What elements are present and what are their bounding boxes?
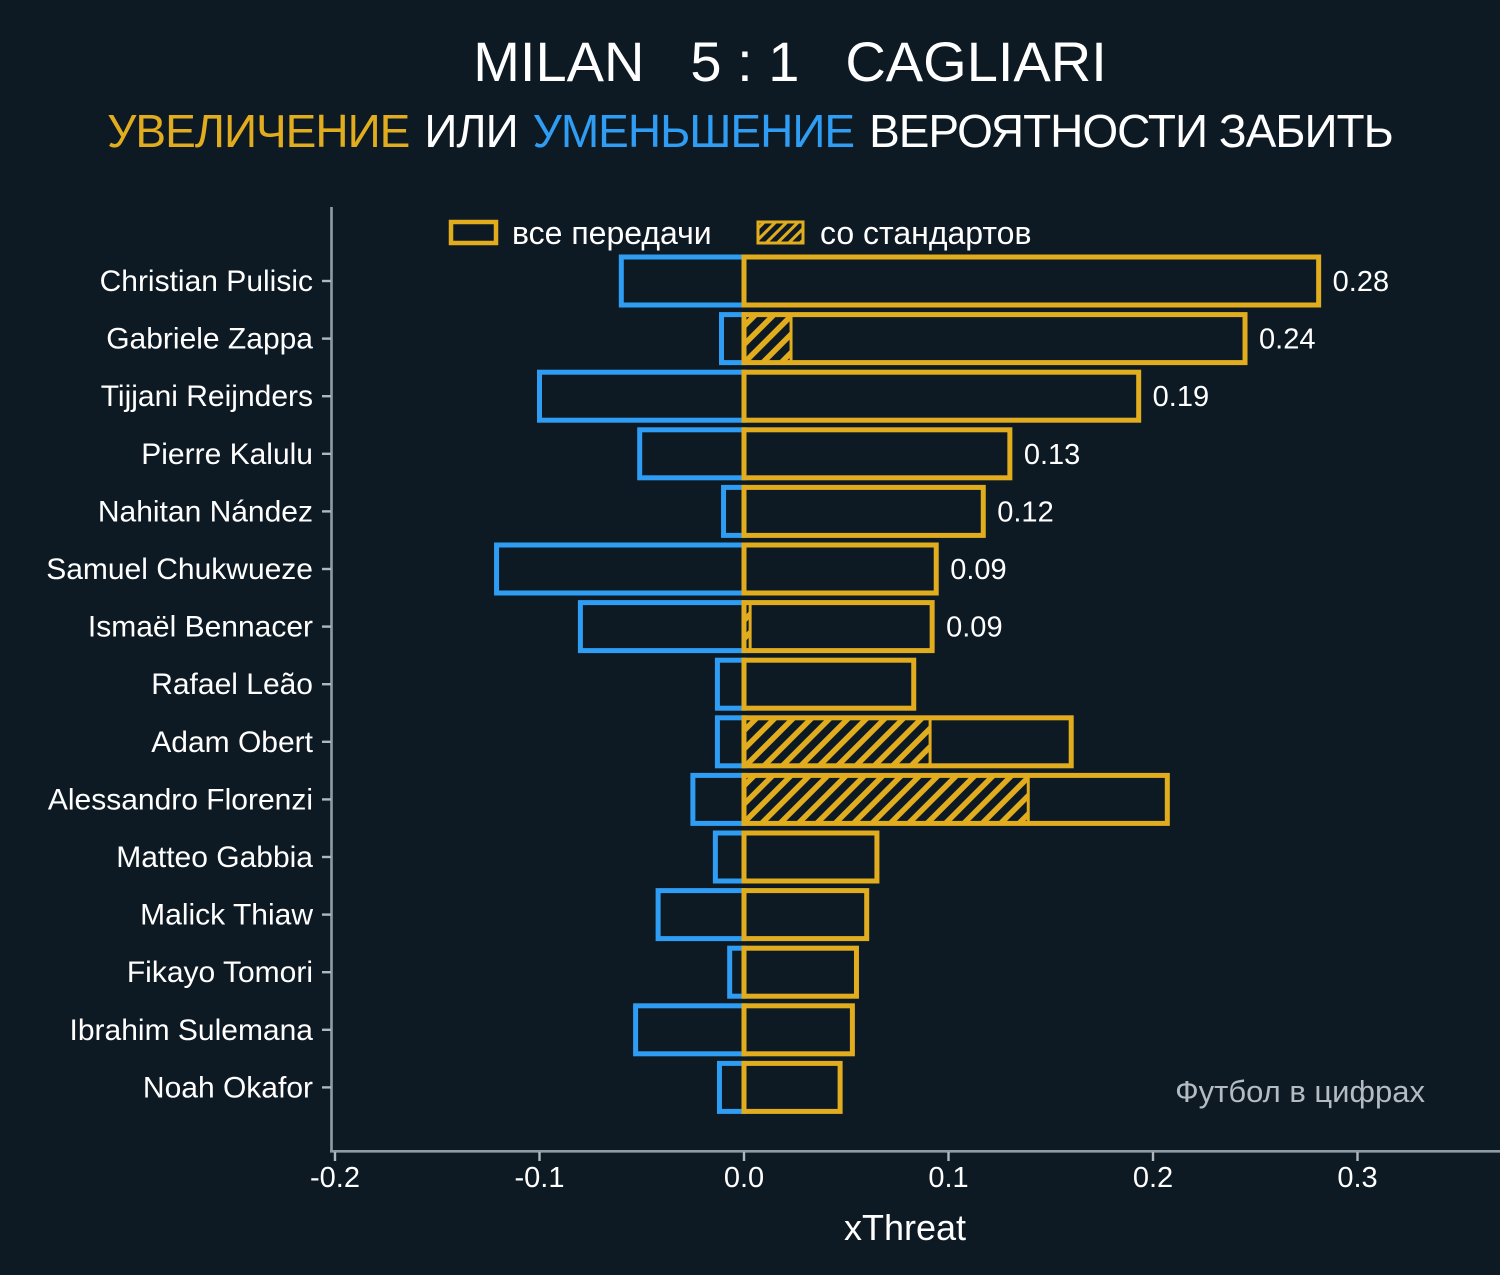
player-label-ismae-l-bennacer: Ismaël Bennacer (88, 611, 313, 644)
home-team: MILAN (473, 30, 645, 93)
x-tick-label: 0.2 (1133, 1162, 1173, 1194)
legend-all-passes-label: все передачи (512, 215, 712, 251)
bar-set-pieces-adam-obert (742, 716, 932, 768)
bar-decrease-alessandro-florenzi (690, 772, 747, 826)
chart-legend: все передачи со стандартов (448, 215, 1031, 251)
value-label-nahitan-na-ndez: 0.12 (997, 496, 1053, 528)
player-label-samuel-chukwueze: Samuel Chukwueze (46, 553, 313, 586)
legend-set-pieces-swatch (756, 220, 805, 245)
player-label-christian-pulisic: Christian Pulisic (100, 265, 313, 298)
value-label-samuel-chukwueze: 0.09 (950, 554, 1006, 586)
x-ticks-layer: -0.2 -0.1 0.0 0.1 0.2 0.3 (310, 1152, 1378, 1194)
away-team: CAGLIARI (845, 30, 1107, 93)
bar-decrease-gabriele-zappa (719, 312, 747, 366)
x-tick-label: 0.1 (928, 1162, 968, 1194)
bar-decrease-pierre-kalulu (637, 427, 747, 481)
x-tick-label: -0.2 (310, 1162, 360, 1194)
watermark: Футбол в цифрах (1175, 1074, 1425, 1109)
value-label-tijjani-reijnders: 0.19 (1153, 381, 1209, 413)
player-label-matteo-gabbia: Matteo Gabbia (116, 841, 313, 874)
player-label-noah-okafor: Noah Okafor (143, 1071, 313, 1104)
subtitle-increase-word: УВЕЛИЧЕНИЕ (107, 105, 410, 157)
value-label-ismae-l-bennacer: 0.09 (946, 612, 1002, 644)
bar-set-pieces-ismae-l-bennacer (742, 601, 752, 653)
bar-all-passes-matteo-gabbia (741, 830, 880, 884)
bar-decrease-rafael-lea-o (714, 657, 747, 711)
chart-subtitle: УВЕЛИЧЕНИЕ ИЛИ УМЕНЬШЕНИЕ ВЕРОЯТНОСТИ ЗА… (0, 103, 1500, 159)
value-label-pierre-kalulu: 0.13 (1024, 439, 1080, 471)
bar-all-passes-christian-pulisic (741, 254, 1322, 308)
player-label-alessandro-florenzi: Alessandro Florenzi (48, 783, 313, 816)
bar-set-pieces-gabriele-zappa (742, 313, 793, 365)
subtitle-decrease-word: УМЕНЬШЕНИЕ (532, 105, 855, 157)
player-label-tijjani-reijnders: Tijjani Reijnders (101, 380, 313, 413)
player-label-rafael-lea-o: Rafael Leão (151, 668, 313, 701)
player-label-malick-thiaw: Malick Thiaw (140, 899, 313, 932)
bar-decrease-samuel-chukwueze (494, 542, 747, 596)
match-title: MILAN 5 : 1 CAGLIARI (40, 30, 1500, 94)
player-label-nahitan-na-ndez: Nahitan Nández (98, 495, 313, 528)
bar-decrease-ismae-l-bennacer (577, 600, 747, 654)
x-axis-label: xThreat (844, 1207, 966, 1248)
bar-decrease-noah-okafor (716, 1060, 747, 1114)
bar-all-passes-ismae-l-bennacer (741, 600, 935, 654)
subtitle-or-word: ИЛИ (424, 105, 518, 157)
x-tick-label: 0.0 (724, 1162, 764, 1194)
bar-all-passes-gabriele-zappa (741, 312, 1248, 366)
bar-decrease-malick-thiaw (655, 888, 747, 942)
player-label-gabriele-zappa: Gabriele Zappa (106, 323, 313, 356)
bar-all-passes-ibrahim-sulemana (741, 1003, 855, 1057)
subtitle-rest: ВЕРОЯТНОСТИ ЗАБИТЬ (869, 105, 1394, 157)
bar-all-passes-pierre-kalulu (741, 427, 1013, 481)
legend-set-pieces-label: со стандартов (820, 215, 1031, 251)
bar-decrease-tijjani-reijnders (537, 369, 747, 423)
bar-all-passes-malick-thiaw (741, 888, 870, 942)
x-tick-label: -0.1 (515, 1162, 565, 1194)
match-score: 5 : 1 (690, 30, 800, 93)
bar-decrease-adam-obert (714, 715, 747, 769)
player-label-fikayo-tomori: Fikayo Tomori (127, 956, 313, 989)
player-label-ibrahim-sulemana: Ibrahim Sulemana (70, 1014, 314, 1047)
bar-all-passes-rafael-lea-o (741, 657, 917, 711)
bar-all-passes-tijjani-reijnders (741, 369, 1142, 423)
player-label-pierre-kalulu: Pierre Kalulu (141, 438, 313, 471)
bar-decrease-matteo-gabbia (712, 830, 747, 884)
bar-all-passes-noah-okafor (741, 1060, 843, 1114)
bar-decrease-christian-pulisic (618, 254, 747, 308)
player-label-adam-obert: Adam Obert (151, 726, 313, 759)
bar-all-passes-nahitan-na-ndez (741, 484, 986, 538)
x-tick-label: 0.3 (1337, 1162, 1377, 1194)
legend-all-passes-swatch (448, 219, 499, 246)
bars-layer: 0.28 0.24 0.19 0.13 0.12 0.09 0.09 (494, 254, 1389, 1114)
bar-decrease-ibrahim-sulemana (633, 1003, 747, 1057)
bar-all-passes-fikayo-tomori (741, 945, 859, 999)
player-labels-layer: Christian Pulisic Gabriele Zappa Tijjani R… (46, 265, 331, 1104)
bar-decrease-nahitan-na-ndez (721, 484, 747, 538)
value-label-christian-pulisic: 0.28 (1333, 266, 1389, 298)
bar-set-pieces-alessandro-florenzi (742, 773, 1030, 825)
value-label-gabriele-zappa: 0.24 (1259, 324, 1315, 356)
bar-all-passes-samuel-chukwueze (741, 542, 939, 596)
